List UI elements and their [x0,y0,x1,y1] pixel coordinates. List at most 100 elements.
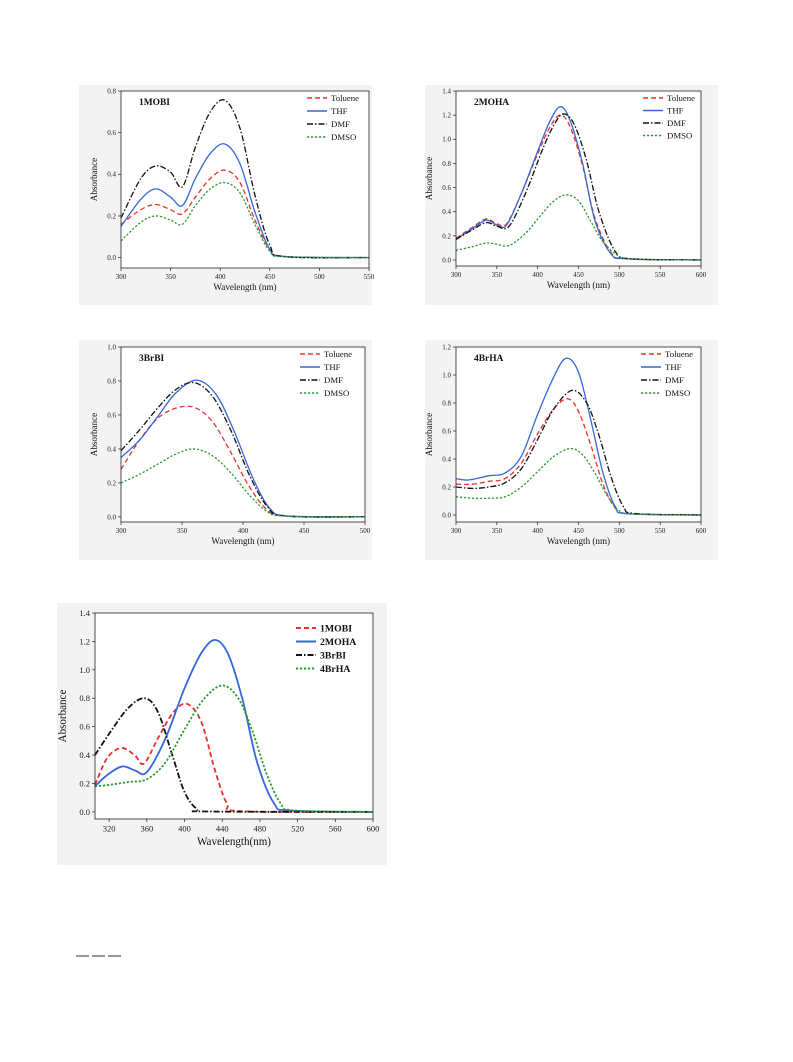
x-tick-label: 550 [655,271,666,279]
series-line-thf [455,106,702,261]
x-tick-label: 400 [532,527,543,535]
legend-label: DMF [331,119,350,129]
y-axis-label: Absorbance [424,413,434,456]
y-tick-label: 0.2 [107,479,116,487]
x-axis-label: Wavelength (nm) [211,536,274,546]
y-tick-label: 1.2 [442,112,451,120]
y-tick-label: 0.0 [442,256,451,264]
series-line-dmf [455,389,702,516]
y-tick-label: 0.4 [107,445,116,453]
x-tick-label: 440 [216,824,229,834]
y-axis-label: Absorbance [89,413,99,456]
plot-area [456,91,701,266]
y-tick-label: 0.6 [442,184,451,192]
series-line-dmso [120,181,370,259]
x-tick-label: 480 [254,824,267,834]
footer-dash-marks [76,955,121,957]
y-tick-label: 0.4 [442,455,451,463]
series-line-4brha [94,684,374,813]
x-tick-label: 520 [291,824,304,834]
y-tick-label: 0.2 [442,232,451,240]
chart-panel-1: 300 350 400 450 500 550 0.0 0.2 0.4 0.6 0.8 Wavelen… [79,85,375,305]
legend-label: DMSO [667,130,692,140]
legend: Toluene THF DMF DMSO [641,349,693,398]
legend: Toluene THF DMF DMSO [643,93,695,140]
legend-label: THF [331,106,348,116]
x-tick-label: 400 [238,527,249,535]
y-tick-label: 0.4 [79,750,90,760]
legend-label: 3BrBI [320,650,346,661]
series-line-thf [120,143,370,259]
x-tick-label: 300 [451,527,462,535]
y-tick-label: 1.2 [79,636,90,646]
series-line-2moha [94,639,374,813]
y-tick-label: 0.8 [107,377,116,385]
series-line-dmso [120,448,366,518]
y-tick-label: 0.4 [107,171,116,179]
legend-label: DMF [665,375,684,385]
x-axis-label: Wavelength(nm) [197,836,271,848]
x-tick-label: 560 [329,824,342,834]
series-line-dmf [455,113,702,261]
y-tick-label: 1.0 [79,665,90,675]
legend: Toluene THF DMF DMSO [307,93,359,142]
x-tick-label: 350 [492,271,503,279]
y-tick-label: 0.8 [79,693,90,703]
x-axis-label: Wavelength (nm) [547,280,610,290]
x-tick-label: 360 [140,824,153,834]
plot-area [456,347,701,522]
plot-area [121,347,365,522]
chart-panel-5: 320 360 400 440 480 520 560 600 0.0 0.2 0.4 0.6 0.8 1… [57,603,387,865]
x-tick-label: 550 [655,527,666,535]
y-tick-label: 0.2 [107,212,116,220]
series-line-3brbi [94,697,374,813]
y-tick-label: 0.0 [107,254,116,262]
legend: 1MOBI 2MOHA 3BrBI 4BrHA [296,623,356,675]
legend-label: Toluene [331,93,359,103]
chart-title: 3BrBI [139,354,164,364]
y-axis-label: Absorbance [57,690,69,743]
legend-label: Toluene [324,349,352,359]
y-tick-label: 0.4 [442,208,451,216]
legend: Toluene THF DMF DMSO [300,349,352,398]
series-line-dmso [455,194,702,261]
legend-label: 2MOHA [320,637,356,648]
y-axis-label: Absorbance [424,157,434,200]
x-tick-label: 300 [116,273,127,281]
x-axis-label: Wavelength (nm) [547,536,610,546]
chart-title: 2MOHA [474,98,509,108]
y-tick-label: 0.6 [442,427,451,435]
y-tick-label: 0.2 [442,483,451,491]
chart-panel-4: 300 350 400 450 500 550 600 0.0 0.2 0.4 0.6 0.8 1.0 1… [424,340,718,560]
legend-label: 4BrHA [320,664,350,675]
y-tick-label: 0.2 [79,778,90,788]
y-tick-label: 0.0 [107,513,116,521]
legend-label: Toluene [667,93,695,103]
legend-label: DMF [324,375,343,385]
y-tick-label: 0.6 [107,129,116,137]
series-line-dmso [455,447,702,516]
series-line-thf [455,357,702,516]
y-tick-label: 1.4 [79,608,90,618]
x-tick-label: 600 [696,527,707,535]
y-tick-label: 0.0 [79,807,90,817]
x-tick-label: 600 [367,824,380,834]
x-tick-label: 300 [116,527,127,535]
y-tick-label: 1.0 [442,136,451,144]
plot-area [95,613,373,819]
x-tick-label: 500 [614,271,625,279]
y-tick-label: 1.0 [442,371,451,379]
legend-label: Toluene [665,349,693,359]
chart-title: 1MOBI [139,98,170,108]
chart-panel-2: 300 350 400 450 500 550 600 0.0 0.2 0.4 0.6 0.8 1.0 1… [424,85,718,305]
chart-panel-3: 300 350 400 450 500 0.0 0.2 0.4 0.6 0.8 1.0 Wavelen… [79,340,372,560]
x-tick-label: 350 [177,527,188,535]
x-tick-label: 400 [532,271,543,279]
x-tick-label: 320 [103,824,116,834]
y-tick-label: 0.6 [79,722,90,732]
series-line-dmf [120,381,366,518]
x-tick-label: 600 [696,271,707,279]
legend-label: DMSO [331,132,356,142]
x-tick-label: 500 [360,527,371,535]
